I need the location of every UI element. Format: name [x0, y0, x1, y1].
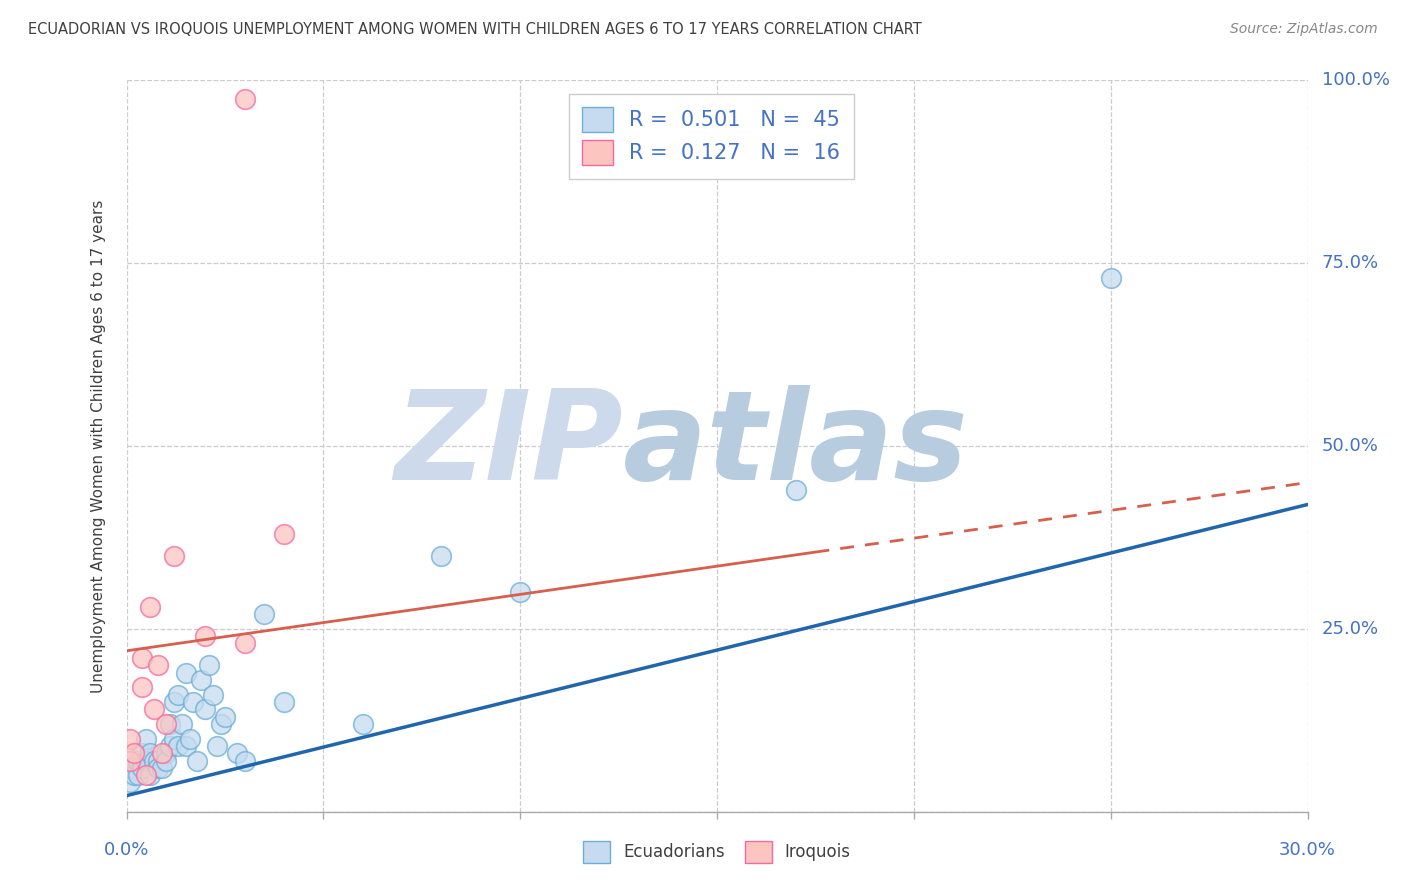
Text: 25.0%: 25.0%	[1322, 620, 1379, 638]
Point	[166, 739, 188, 753]
Point	[120, 761, 142, 775]
Point	[120, 754, 142, 768]
Point	[198, 658, 221, 673]
Text: 0.0%: 0.0%	[104, 841, 149, 859]
Point	[194, 629, 217, 643]
Point	[225, 746, 247, 760]
Point	[186, 754, 208, 768]
Point	[166, 688, 188, 702]
Point	[430, 549, 453, 563]
Point	[131, 746, 153, 760]
Point	[163, 731, 186, 746]
Text: ECUADORIAN VS IROQUOIS UNEMPLOYMENT AMONG WOMEN WITH CHILDREN AGES 6 TO 17 YEARS: ECUADORIAN VS IROQUOIS UNEMPLOYMENT AMON…	[28, 22, 922, 37]
Point	[163, 695, 186, 709]
Text: 100.0%: 100.0%	[1322, 71, 1389, 89]
Point	[120, 731, 142, 746]
Text: 30.0%: 30.0%	[1279, 841, 1336, 859]
Point	[155, 754, 177, 768]
Point	[179, 731, 201, 746]
Point	[135, 754, 157, 768]
Text: ZIP: ZIP	[394, 385, 623, 507]
Point	[146, 754, 169, 768]
Point	[135, 768, 157, 782]
Point	[194, 702, 217, 716]
Point	[139, 599, 162, 614]
Y-axis label: Unemployment Among Women with Children Ages 6 to 17 years: Unemployment Among Women with Children A…	[91, 199, 105, 693]
Point	[127, 768, 149, 782]
Point	[124, 768, 146, 782]
Point	[159, 717, 181, 731]
Point	[146, 658, 169, 673]
Point	[143, 754, 166, 768]
Point	[352, 717, 374, 731]
Point	[155, 746, 177, 760]
Point	[127, 754, 149, 768]
Legend: Ecuadorians, Iroquois: Ecuadorians, Iroquois	[576, 835, 858, 869]
Point	[124, 746, 146, 760]
Point	[150, 746, 173, 760]
Point	[214, 709, 236, 723]
Point	[253, 607, 276, 622]
Point	[233, 636, 256, 650]
Point	[146, 761, 169, 775]
Text: atlas: atlas	[623, 385, 969, 507]
Point	[202, 688, 225, 702]
Point	[1099, 270, 1122, 285]
Point	[143, 702, 166, 716]
Point	[159, 739, 181, 753]
Point	[233, 92, 256, 106]
Point	[174, 665, 197, 680]
Point	[273, 526, 295, 541]
Point	[170, 717, 193, 731]
Point	[509, 585, 531, 599]
Point	[139, 768, 162, 782]
Point	[209, 717, 232, 731]
Point	[233, 754, 256, 768]
Point	[139, 746, 162, 760]
Point	[135, 731, 157, 746]
Point	[155, 717, 177, 731]
Text: 50.0%: 50.0%	[1322, 437, 1379, 455]
Point	[183, 695, 205, 709]
Point	[205, 739, 228, 753]
Point	[131, 681, 153, 695]
Point	[174, 739, 197, 753]
Text: Source: ZipAtlas.com: Source: ZipAtlas.com	[1230, 22, 1378, 37]
Point	[120, 775, 142, 789]
Point	[273, 695, 295, 709]
Point	[785, 483, 807, 497]
Point	[131, 761, 153, 775]
Point	[190, 673, 212, 687]
Point	[163, 549, 186, 563]
Text: 75.0%: 75.0%	[1322, 254, 1379, 272]
Point	[150, 761, 173, 775]
Point	[131, 651, 153, 665]
